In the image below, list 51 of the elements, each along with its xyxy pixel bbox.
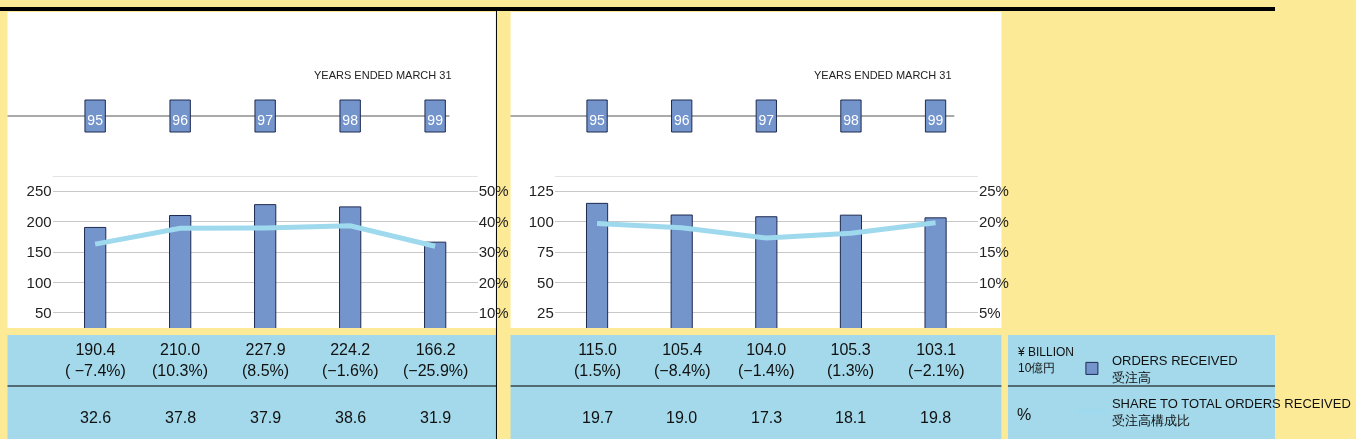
x-tick-label: 96 xyxy=(172,112,189,129)
data-label: 103.1 (−2.1%) xyxy=(908,341,965,379)
y2-tick-label: 5% xyxy=(978,304,1001,322)
x-tick-label: 98 xyxy=(342,112,359,129)
data-label: 19.8 xyxy=(920,409,952,426)
data-label: 105.4 (−8.4%) xyxy=(654,341,711,379)
y-tick-label: 50 xyxy=(34,304,52,322)
x-tick-label: 98 xyxy=(843,112,859,129)
x-tick-label: 97 xyxy=(257,112,274,129)
legend-label: ORDERS RECEIVED 受注高 xyxy=(1111,353,1238,385)
y2-tick-label: 25% xyxy=(978,182,1009,200)
data-label: 224.2 (−1.6%) xyxy=(322,341,379,379)
y-tick-label: 150 xyxy=(26,243,52,261)
y2-tick-label: 10% xyxy=(978,273,1009,291)
data-label: 17.3 xyxy=(751,409,783,426)
data-label: 37.9 xyxy=(250,409,282,426)
y-tick-label: 250 xyxy=(26,182,52,200)
x-tick-label: 96 xyxy=(673,112,690,129)
y2-tick-label: 15% xyxy=(978,243,1009,261)
data-label: 31.9 xyxy=(420,409,452,426)
y-tick-label: 100 xyxy=(26,273,52,291)
data-label: 190.4 ( −7.4%) xyxy=(65,341,126,379)
data-label: 19.0 xyxy=(666,409,698,426)
y-tick-label: 25 xyxy=(537,304,554,322)
x-tick-label: 97 xyxy=(758,112,775,129)
y-tick-label: 50 xyxy=(537,273,554,291)
data-label: 32.6 xyxy=(80,409,112,426)
data-label: 227.9 (8.5%) xyxy=(242,341,290,379)
data-label: 115.0 (1.5%) xyxy=(574,341,622,379)
text: ¥ BILLION 10億円 xyxy=(1017,345,1075,375)
chart-title: YEARS ENDED MARCH 31 xyxy=(314,69,452,81)
y-tick-label: 200 xyxy=(26,212,52,230)
x-tick-label: 99 xyxy=(927,112,944,129)
y2-tick-label: 20% xyxy=(978,212,1009,230)
data-label: 37.8 xyxy=(165,409,197,426)
y-tick-label: 125 xyxy=(528,182,554,200)
x-tick-label: 95 xyxy=(589,112,606,129)
chart-title: YEARS ENDED MARCH 31 xyxy=(814,69,952,81)
x-tick-label: 99 xyxy=(427,112,444,129)
data-label: 166.2 (−25.9%) xyxy=(403,341,469,379)
data-label: 19.7 xyxy=(582,409,614,426)
data-label: 104.0 (−1.4%) xyxy=(738,341,795,379)
x-tick-label: 95 xyxy=(87,112,104,129)
data-label: 210.0 (10.3%) xyxy=(152,341,209,379)
data-label: 18.1 xyxy=(835,409,867,426)
y-tick-label: 75 xyxy=(537,243,554,261)
data-label: 105.3 (1.3%) xyxy=(827,341,875,379)
data-label: 38.6 xyxy=(335,409,367,426)
text: SHARE TO TOTAL ORDERS RECEIVED 受注高構成比 xyxy=(1111,395,1351,428)
text: % xyxy=(1017,406,1032,423)
y-tick-label: 100 xyxy=(528,212,554,230)
